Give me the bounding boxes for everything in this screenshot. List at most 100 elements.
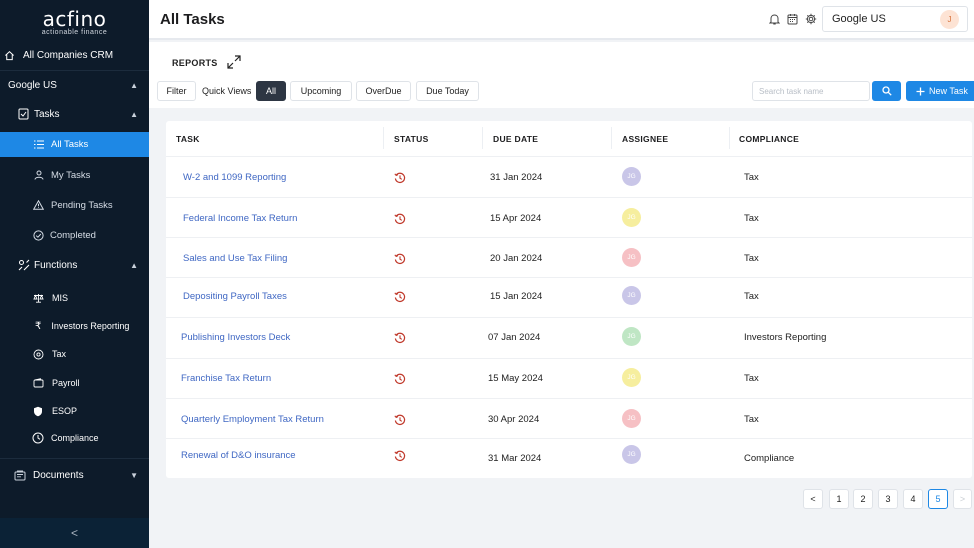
sidebar-item-payroll[interactable]: Payroll — [0, 374, 149, 392]
bell-icon[interactable] — [769, 13, 780, 25]
page-title: All Tasks — [160, 11, 225, 28]
brand-tagline: actionable finance — [41, 29, 108, 36]
logo[interactable]: acfino actionable finance — [0, 0, 149, 38]
sidebar-item-label: Compliance — [51, 433, 99, 443]
tax-icon — [33, 349, 44, 359]
sidebar-item-label: Pending Tasks — [51, 199, 113, 211]
new-task-button[interactable]: New Task — [906, 81, 974, 101]
sidebar-item-investors-reporting[interactable]: ₹ Investors Reporting — [0, 317, 149, 335]
search-input[interactable] — [752, 81, 870, 101]
tasks-table: TASK STATUS DUE DATE ASSIGNEE COMPLIANCE… — [166, 121, 972, 478]
user-avatar[interactable]: J — [940, 10, 959, 29]
table-row[interactable]: Renewal of D&O insurance 31 Mar 2024 JG Com… — [166, 438, 972, 478]
view-all-button[interactable]: All — [256, 81, 286, 101]
assignee-avatar[interactable]: JG — [622, 286, 641, 305]
sidebar-item-mis[interactable]: MIS — [0, 289, 149, 307]
list-icon — [34, 140, 44, 149]
clock-history-icon[interactable] — [394, 373, 406, 385]
sidebar-item-tax[interactable]: Tax — [0, 345, 149, 363]
assignee-avatar[interactable]: JG — [622, 248, 641, 267]
clock-history-icon[interactable] — [394, 450, 406, 462]
compliance-label: Tax — [744, 213, 759, 224]
sidebar: acfino actionable finance All Companies … — [0, 0, 149, 548]
company-select[interactable]: Google US J — [822, 6, 968, 32]
pagination-page-3[interactable]: 3 — [878, 489, 898, 509]
column-header-task: TASK — [176, 134, 200, 144]
pagination-prev-button[interactable]: < — [803, 489, 823, 509]
view-overdue-button[interactable]: OverDue — [356, 81, 411, 101]
view-upcoming-button[interactable]: Upcoming — [290, 81, 352, 101]
reports-label[interactable]: REPORTS — [172, 58, 218, 68]
sidebar-item-label: Completed — [50, 229, 96, 241]
table-row[interactable]: W-2 and 1099 Reporting 31 Jan 2024 JG Tax — [166, 156, 972, 196]
sidebar-item-my-tasks[interactable]: My Tasks — [0, 166, 149, 184]
task-link[interactable]: Quarterly Employment Tax Return — [181, 414, 324, 425]
sidebar-collapse-button[interactable]: < — [0, 518, 149, 548]
table-row[interactable]: Federal Income Tax Return 15 Apr 2024 JG Ta… — [166, 197, 972, 237]
assignee-avatar[interactable]: JG — [622, 368, 641, 387]
assignee-avatar[interactable]: JG — [622, 327, 641, 346]
pagination-page-5[interactable]: 5 — [928, 489, 948, 509]
view-due-today-button[interactable]: Due Today — [416, 81, 479, 101]
task-link[interactable]: Renewal of D&O insurance — [181, 450, 296, 461]
filter-button[interactable]: Filter — [157, 81, 196, 101]
assignee-avatar[interactable]: JG — [622, 409, 641, 428]
sidebar-item-pending-tasks[interactable]: Pending Tasks — [0, 196, 149, 214]
sidebar-item-compliance[interactable]: Compliance — [0, 429, 149, 447]
sidebar-item-documents[interactable]: Documents ▼ — [0, 466, 149, 484]
task-link[interactable]: W-2 and 1099 Reporting — [183, 172, 287, 183]
rupee-icon: ₹ — [35, 320, 42, 332]
task-link[interactable]: Depositing Payroll Taxes — [183, 291, 287, 302]
expand-icon[interactable] — [227, 55, 241, 69]
task-link[interactable]: Sales and Use Tax Filing — [183, 253, 288, 264]
sidebar-item-all-tasks[interactable]: All Tasks — [0, 132, 149, 157]
pagination-next-button[interactable]: > — [953, 489, 972, 509]
clock-history-icon[interactable] — [394, 172, 406, 184]
sidebar-item-esop[interactable]: ESOP — [0, 402, 149, 420]
gear-icon[interactable] — [805, 13, 817, 25]
clock-history-icon[interactable] — [394, 213, 406, 225]
table-row[interactable]: Depositing Payroll Taxes 15 Jan 2024 JG Tax — [166, 277, 972, 317]
sidebar-item-completed[interactable]: Completed — [0, 226, 149, 244]
table-row[interactable]: Franchise Tax Return 15 May 2024 JG Tax — [166, 358, 972, 398]
scale-icon — [33, 294, 44, 303]
company-selector[interactable]: Google US ▲ — [0, 76, 149, 94]
due-date: 07 Jan 2024 — [488, 332, 541, 343]
assignee-avatar[interactable]: JG — [622, 445, 641, 464]
clock-history-icon[interactable] — [394, 253, 406, 265]
due-date: 30 Apr 2024 — [488, 414, 540, 425]
compliance-label: Compliance — [744, 453, 795, 464]
pagination-page-1[interactable]: 1 — [829, 489, 849, 509]
calendar-icon[interactable] — [787, 13, 798, 25]
sidebar-item-label: Tasks — [34, 108, 60, 120]
task-link[interactable]: Publishing Investors Deck — [181, 332, 291, 343]
clock-history-icon[interactable] — [394, 291, 406, 303]
task-link[interactable]: Franchise Tax Return — [181, 373, 272, 384]
sidebar-item-crm[interactable]: All Companies CRM — [0, 46, 149, 64]
sidebar-item-tasks[interactable]: Tasks ▲ — [0, 105, 149, 123]
sidebar-item-functions[interactable]: Functions ▲ — [0, 256, 149, 274]
clock-history-icon[interactable] — [394, 332, 406, 344]
table-row[interactable]: Publishing Investors Deck 07 Jan 2024 JG In… — [166, 317, 972, 357]
new-task-label: New Task — [929, 86, 968, 96]
compliance-label: Tax — [744, 253, 759, 264]
task-link[interactable]: Federal Income Tax Return — [183, 213, 298, 224]
table-row[interactable]: Quarterly Employment Tax Return 30 Apr 20… — [166, 398, 972, 438]
clock-icon — [32, 432, 44, 444]
pagination-page-4[interactable]: 4 — [903, 489, 923, 509]
search-icon — [881, 86, 892, 96]
task-icon — [18, 108, 29, 120]
column-header-due-date: DUE DATE — [493, 134, 539, 144]
assignee-avatar[interactable]: JG — [622, 167, 641, 186]
search-button[interactable] — [872, 81, 901, 101]
sidebar-item-label: MIS — [52, 293, 69, 303]
column-header-assignee: ASSIGNEE — [622, 134, 669, 144]
pagination-page-2[interactable]: 2 — [853, 489, 873, 509]
company-select-value: Google US — [832, 13, 886, 25]
assignee-avatar[interactable]: JG — [622, 208, 641, 227]
clock-history-icon[interactable] — [394, 414, 406, 426]
table-row[interactable]: Sales and Use Tax Filing 20 Jan 2024 JG Tax — [166, 237, 972, 277]
top-header: All Tasks Google US J — [149, 0, 974, 40]
brand-name: acfino — [42, 7, 107, 31]
due-date: 20 Jan 2024 — [490, 253, 543, 264]
